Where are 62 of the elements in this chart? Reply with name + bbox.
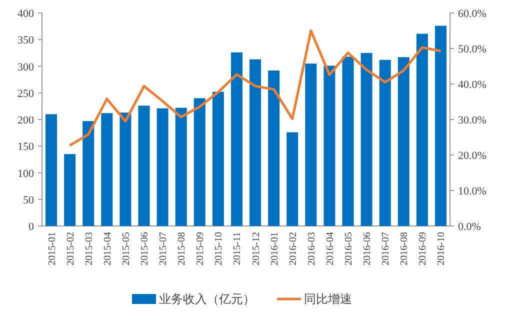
x-tick-label: 2015-02 xyxy=(65,232,76,266)
bar xyxy=(416,34,428,226)
bar xyxy=(46,114,58,226)
x-tick-label: 2016-04 xyxy=(324,232,336,266)
bar xyxy=(120,112,132,226)
x-tick-label: 2016-08 xyxy=(399,232,410,266)
bar xyxy=(360,52,372,226)
y2-tick-label: 40.0% xyxy=(458,79,486,91)
legend-label: 业务收入（亿元） xyxy=(159,292,255,306)
y-tick-label: 200 xyxy=(18,114,34,126)
bar xyxy=(230,52,242,226)
y-tick-label: 50 xyxy=(23,194,34,206)
bar xyxy=(398,57,410,226)
x-tick-label: 2015-07 xyxy=(158,232,170,266)
x-tick-label: 2015-04 xyxy=(102,232,114,266)
bar xyxy=(64,154,76,226)
bar xyxy=(82,121,94,226)
legend-label: 同比增速 xyxy=(304,292,352,306)
y2-tick-label: 10.0% xyxy=(458,186,486,198)
y-tick-label: 350 xyxy=(18,34,34,47)
x-tick-label: 2015-09 xyxy=(195,232,206,266)
x-tick-label: 2016-01 xyxy=(269,232,280,266)
bar xyxy=(379,60,391,226)
y-tick-label: 150 xyxy=(18,141,34,154)
x-tick-label: 2015-06 xyxy=(140,232,150,266)
y-tick-label: 300 xyxy=(18,61,34,74)
bar xyxy=(250,59,262,226)
y2-tick-label: 20.0% xyxy=(458,150,486,162)
bar xyxy=(305,64,317,226)
bar xyxy=(194,98,206,226)
y-tick-label: 0 xyxy=(28,221,34,233)
bar xyxy=(138,106,150,226)
bar xyxy=(156,108,168,226)
x-tick-label: 2015-01 xyxy=(46,232,58,266)
x-tick-label: 2016-05 xyxy=(344,232,354,266)
x-tick-label: 2016-10 xyxy=(436,232,448,266)
bar xyxy=(212,92,224,226)
x-tick-label: 2016-09 xyxy=(418,232,429,266)
x-tick-label: 2015-10 xyxy=(214,232,225,266)
y2-tick-label: 50.0% xyxy=(458,44,486,56)
x-tick-label: 2015-03 xyxy=(84,232,95,266)
bar xyxy=(175,108,187,226)
bar xyxy=(268,70,280,226)
x-tick-label: 2016-07 xyxy=(380,232,392,266)
bar xyxy=(286,132,298,226)
y-tick-label: 100 xyxy=(18,168,34,180)
bar xyxy=(101,113,113,226)
y-tick-label: 250 xyxy=(18,88,34,100)
x-tick-label: 2015-08 xyxy=(176,232,188,266)
bar xyxy=(324,66,336,226)
y-tick-label: 400 xyxy=(18,8,34,20)
x-tick-label: 2016-02 xyxy=(288,232,299,266)
y2-tick-label: 0.0% xyxy=(458,221,481,233)
x-tick-label: 2015-05 xyxy=(120,232,132,266)
bar xyxy=(342,56,354,226)
x-tick-label: 2015-11 xyxy=(232,232,244,265)
x-tick-label: 2016-06 xyxy=(362,232,374,266)
x-tick-label: 2016-03 xyxy=(306,232,318,266)
y2-tick-label: 30.0% xyxy=(458,114,486,126)
x-tick-label: 2015-12 xyxy=(250,232,262,266)
y2-tick-label: 60.0% xyxy=(458,8,486,20)
bar xyxy=(434,26,446,226)
